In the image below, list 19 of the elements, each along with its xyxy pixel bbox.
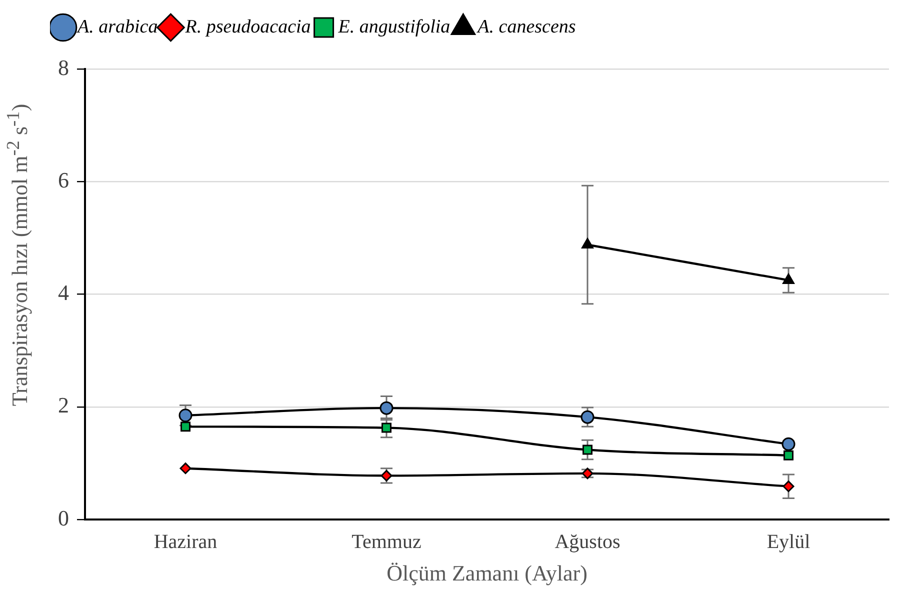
y-tick-label: 0 (58, 505, 69, 530)
point (782, 437, 796, 451)
legend-label: A. canescens (476, 16, 576, 38)
legend-label: R. pseudoacacia (184, 16, 311, 38)
point (380, 401, 394, 415)
x-tick-label: Ağustos (554, 530, 620, 553)
y-tick-label: 4 (58, 280, 69, 306)
y-tick-label: 8 (58, 54, 69, 80)
point (178, 408, 192, 422)
legend-label: A. arabica (76, 16, 158, 38)
y-tick-label: 6 (58, 167, 69, 192)
x-tick-label: Temmuz (352, 530, 422, 553)
legend-label: E. angustifolia (337, 16, 450, 38)
point (782, 480, 794, 492)
x-tick-label: Eylül (766, 530, 811, 553)
x-axis-title: Ölçüm Zamanı (Aylar) (386, 560, 588, 586)
x-tick-label: Haziran (154, 530, 218, 553)
y-tick-label: 2 (58, 392, 69, 418)
point (180, 462, 192, 474)
